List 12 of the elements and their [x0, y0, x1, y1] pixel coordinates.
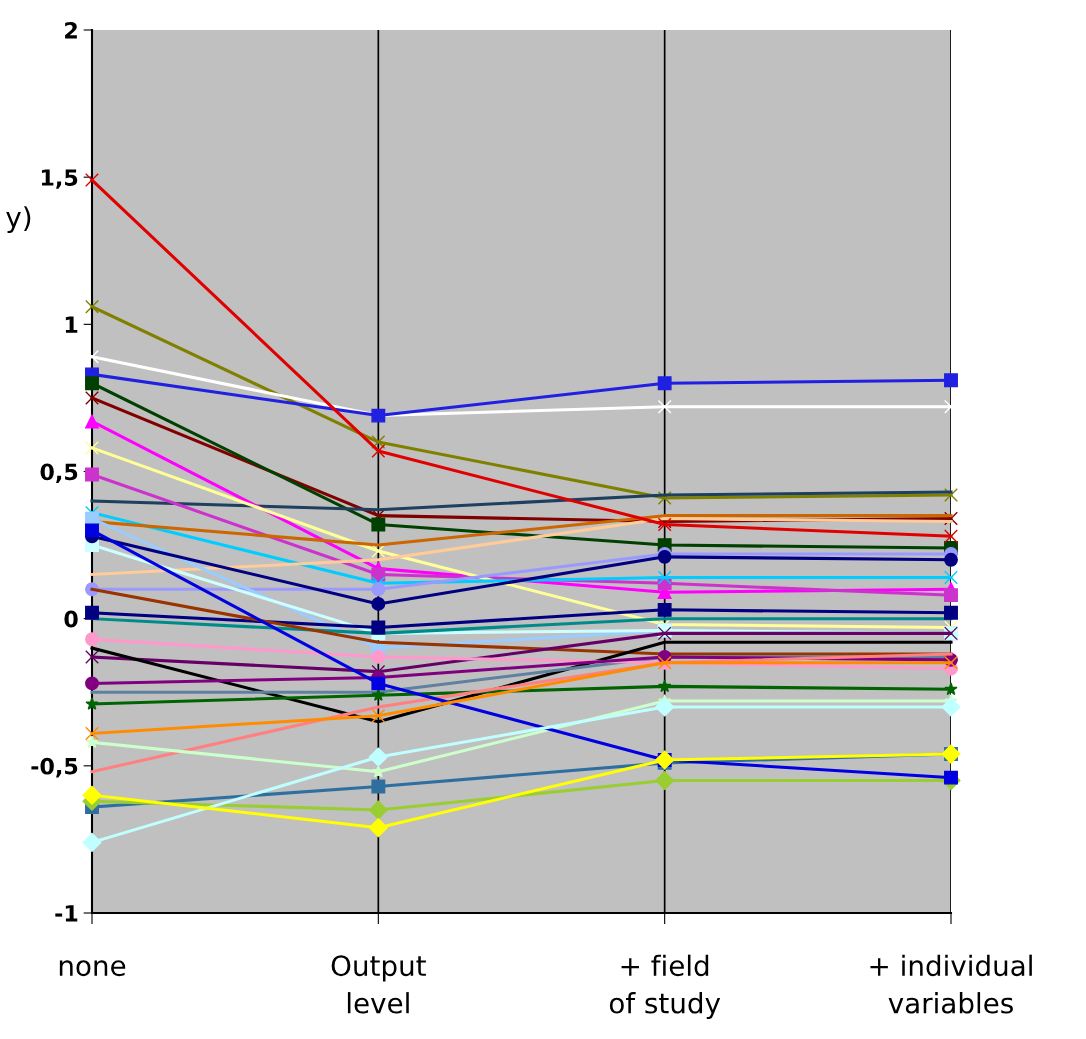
y-axis-title: y)	[6, 206, 31, 234]
y-tick-label: 1	[65, 316, 78, 333]
y-tick-label: 1,5	[41, 169, 78, 189]
y-tick-label: -0,5	[31, 757, 78, 778]
y-tick-label: -1	[55, 905, 78, 922]
y-tick-label: 0	[64, 610, 78, 628]
x-tick-label: none	[59, 960, 126, 977]
x-tick-label: + field of study	[609, 954, 721, 1019]
x-tick-label: Output level	[331, 955, 426, 1014]
y-tick-label: 0,5	[40, 463, 78, 484]
x-tick-label: + individual variables	[870, 954, 1032, 1014]
y-tick-label: 2	[65, 21, 77, 39]
